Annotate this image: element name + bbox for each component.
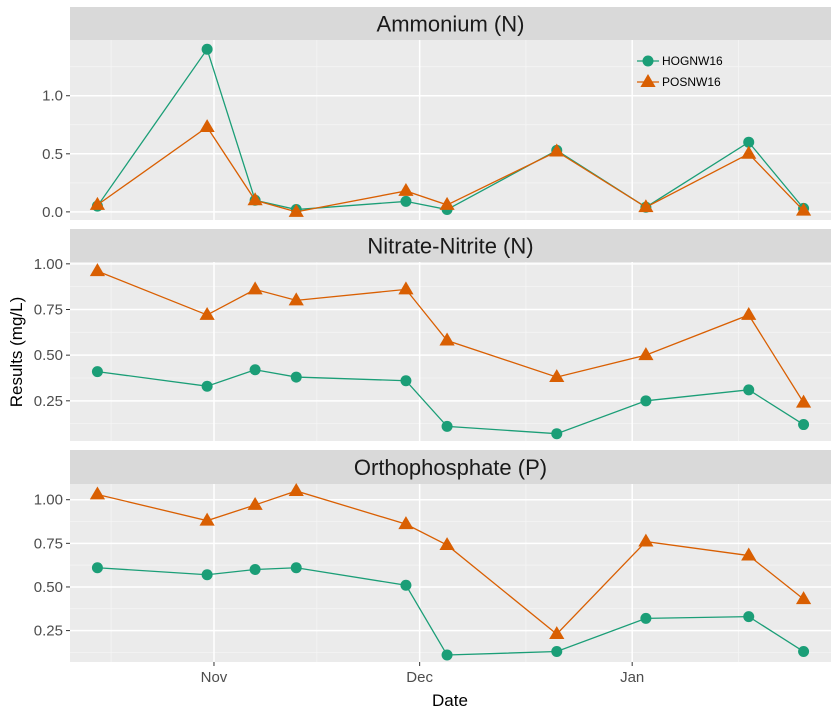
- data-point: [247, 192, 263, 206]
- data-point: [551, 428, 563, 440]
- data-point: [201, 380, 213, 392]
- facet-panel: Ammonium (N) 0.0 0.5 1.0 HOGNW16 POSNW16: [42, 7, 831, 221]
- facet-title: Orthophosphate (P): [354, 455, 547, 480]
- data-point: [398, 281, 414, 295]
- legend-key-marker: [642, 55, 654, 67]
- data-point: [638, 347, 654, 361]
- data-point: [549, 626, 565, 640]
- data-point: [638, 199, 654, 213]
- y-tick-label: 0.75: [34, 301, 63, 318]
- y-tick-label: 1.00: [34, 256, 63, 273]
- y-tick-label: 1.0: [42, 88, 63, 105]
- y-tick-label: 1.00: [34, 492, 63, 509]
- data-point: [89, 486, 106, 500]
- data-point: [741, 306, 757, 320]
- legend-label: POSNW16: [662, 75, 721, 89]
- data-point: [640, 395, 652, 407]
- y-axis-title: Results (mg/L): [7, 297, 26, 408]
- series-line: [96, 47, 805, 211]
- y-tick-label: 0.25: [34, 393, 63, 410]
- data-point: [398, 182, 414, 196]
- y-tick-label: 0.75: [34, 535, 63, 552]
- data-point: [798, 419, 810, 431]
- facet-panel: Orthophosphate (P) 0.25 0.50 0.75 1.00: [34, 450, 831, 662]
- data-point: [439, 332, 455, 346]
- data-point: [91, 366, 103, 378]
- data-point: [249, 564, 261, 576]
- data-point: [741, 145, 757, 159]
- facet-strip: [70, 450, 831, 484]
- panel-background: [70, 262, 831, 441]
- data-point: [89, 263, 106, 277]
- data-point: [439, 196, 455, 210]
- data-point: [288, 482, 304, 496]
- x-tick-label: Dec: [406, 669, 433, 686]
- data-point: [743, 136, 755, 148]
- x-tick-label: Nov: [201, 669, 228, 686]
- data-point: [288, 292, 304, 306]
- data-point: [795, 202, 812, 216]
- y-tick-label: 0.0: [42, 204, 63, 221]
- data-point: [795, 394, 812, 408]
- facet-title: Nitrate-Nitrite (N): [367, 234, 533, 259]
- data-point: [288, 203, 304, 217]
- data-point: [398, 516, 414, 530]
- facet-panel: Nitrate-Nitrite (N) 0.25 0.50 0.75 1.00: [34, 229, 831, 441]
- series-line: [97, 270, 805, 403]
- series-HOGNW16: [91, 364, 810, 440]
- facet-strip: [70, 229, 831, 262]
- data-point: [795, 591, 812, 605]
- legend: HOGNW16 POSNW16: [637, 54, 723, 89]
- series-line: [97, 490, 804, 635]
- data-point: [201, 569, 213, 581]
- facet-strip: [70, 7, 831, 40]
- series-POSNW16: [89, 119, 812, 217]
- series-line: [97, 369, 804, 435]
- data-point: [247, 496, 263, 510]
- series-HOGNW16: [91, 562, 810, 661]
- data-point: [247, 281, 263, 295]
- legend-key-marker: [640, 74, 656, 87]
- data-point: [400, 195, 412, 207]
- panel-background: [70, 40, 831, 220]
- data-point: [199, 306, 215, 320]
- data-point: [441, 420, 453, 432]
- data-point: [743, 611, 755, 623]
- data-point: [201, 43, 213, 55]
- x-axis-title: Date: [432, 691, 468, 710]
- series-POSNW16: [89, 263, 812, 408]
- data-point: [741, 547, 757, 561]
- data-point: [441, 649, 453, 661]
- data-point: [290, 562, 302, 574]
- data-point: [290, 371, 302, 383]
- data-point: [439, 537, 455, 551]
- y-tick-label: 0.25: [34, 623, 63, 640]
- data-point: [249, 364, 261, 376]
- y-tick-label: 0.5: [42, 146, 63, 163]
- data-point: [549, 143, 565, 157]
- data-point: [400, 579, 412, 591]
- panel-background: [70, 484, 831, 662]
- data-point: [743, 384, 755, 396]
- x-tick-label: Jan: [620, 669, 644, 686]
- facet-title: Ammonium (N): [377, 12, 525, 37]
- series-line: [97, 126, 805, 213]
- data-point: [199, 512, 215, 526]
- legend-label: HOGNW16: [662, 54, 723, 68]
- data-point: [400, 375, 412, 387]
- data-point: [798, 646, 810, 658]
- y-tick-label: 0.50: [34, 579, 63, 596]
- series-line: [97, 567, 804, 656]
- y-tick-label: 0.50: [34, 347, 63, 364]
- data-point: [549, 369, 565, 383]
- data-point: [638, 533, 654, 547]
- data-point: [551, 646, 563, 658]
- data-point: [89, 196, 106, 210]
- data-point: [640, 612, 652, 624]
- series-POSNW16: [89, 482, 812, 640]
- data-point: [199, 119, 215, 133]
- data-point: [91, 562, 103, 574]
